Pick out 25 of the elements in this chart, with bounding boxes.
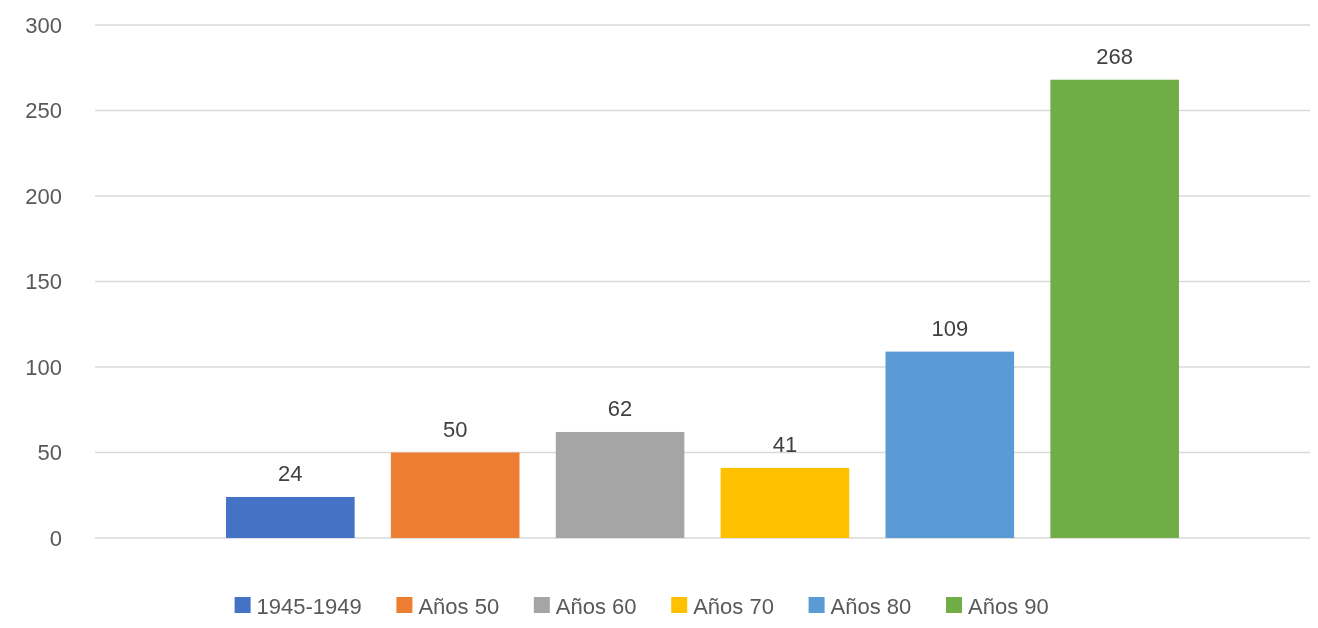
data-label: 268 [1096, 43, 1134, 69]
data-label: 24 [278, 460, 303, 486]
data-label: 50 [442, 416, 468, 442]
legend-label: 1945-1949 [256, 593, 362, 619]
y-tick-label: 300 [25, 12, 62, 38]
bar [1050, 79, 1179, 538]
y-tick-label: 0 [49, 525, 62, 551]
legend-label: Años 50 [418, 593, 500, 619]
y-tick-label: 250 [25, 98, 62, 124]
y-tick-label: 150 [25, 269, 62, 295]
bar [720, 467, 850, 538]
y-tick-label: 50 [37, 440, 62, 466]
data-label: 109 [931, 315, 969, 341]
legend-label: Años 60 [555, 593, 637, 619]
bar [555, 431, 685, 538]
bar [226, 496, 355, 538]
bar [885, 351, 1015, 538]
data-label: 62 [607, 395, 633, 421]
data-label: 41 [772, 431, 798, 457]
y-tick-label: 200 [25, 183, 62, 209]
legend-label: Años 90 [968, 593, 1049, 619]
bar [390, 452, 520, 538]
legend-label: Años 70 [693, 593, 774, 619]
y-tick-label: 100 [25, 354, 62, 380]
legend-label: Años 80 [830, 593, 912, 619]
